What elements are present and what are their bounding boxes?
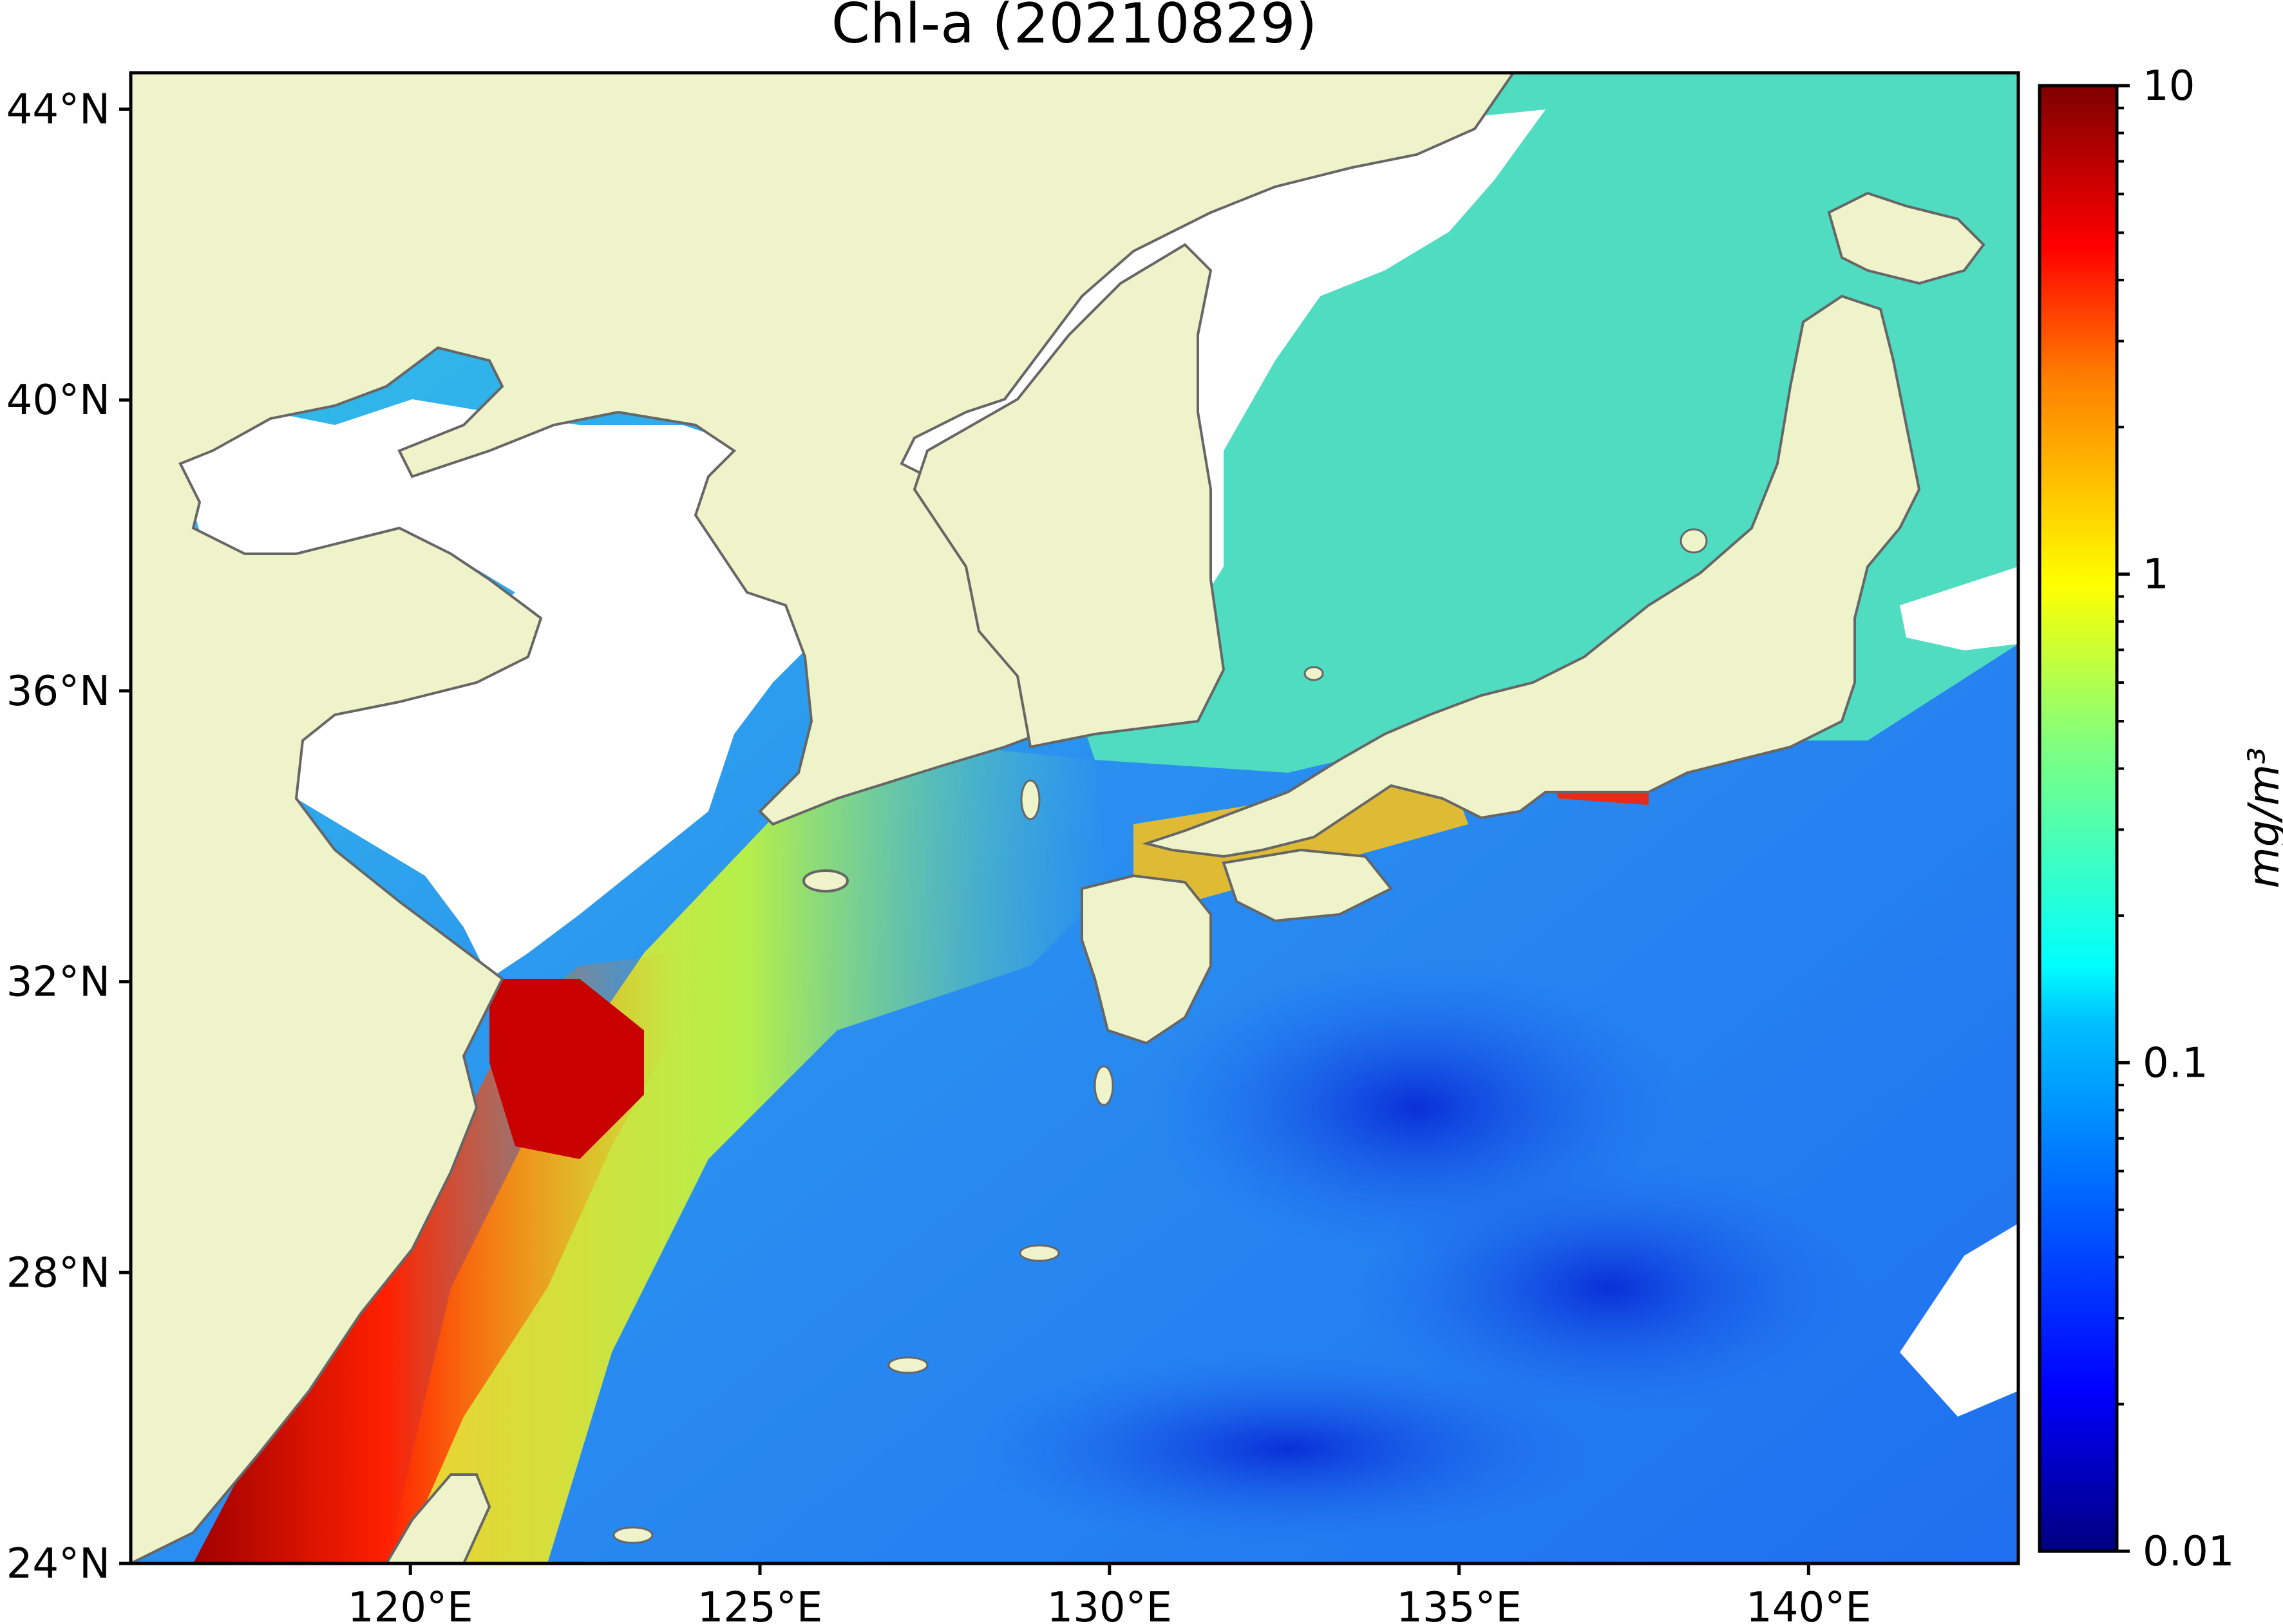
low-chl-region	[966, 1352, 1610, 1545]
island	[887, 1356, 929, 1374]
land-mainland	[131, 73, 1515, 1563]
colorbar-tick-label: 10	[2143, 62, 2195, 110]
east-china-sea-chl	[386, 747, 1108, 1563]
y-tick-label: 40°N	[6, 377, 110, 424]
land-japan-shikoku	[1222, 848, 1394, 923]
land-japan-kyushu	[1081, 874, 1212, 1045]
x-tick-label: 135°E	[1396, 1584, 1522, 1624]
x-axis-ticks: 120°E 125°E 130°E 135°E 140°E	[348, 1563, 1871, 1624]
island	[1020, 779, 1041, 820]
chart-title: Chl-a (20210829)	[831, 0, 1317, 56]
colorbar-label-text: mg/m³	[2239, 747, 2283, 888]
y-tick-label: 32°N	[6, 959, 110, 1006]
y-tick-label: 24°N	[6, 1540, 110, 1588]
x-tick-label: 125°E	[697, 1584, 823, 1624]
colorbar-gradient	[2038, 84, 2119, 1553]
land-taiwan	[384, 1473, 491, 1563]
map-frame	[129, 71, 2020, 1565]
no-data-clouds	[1900, 1223, 2018, 1417]
colorbar-tick-label: 0.1	[2143, 1039, 2208, 1087]
y-tick-label: 44°N	[6, 86, 110, 133]
x-tick-label: 140°E	[1746, 1584, 1871, 1624]
yangtze-plume	[489, 979, 644, 1159]
island	[612, 1526, 654, 1544]
colorbar: 10 1 0.1 0.01 mg/m³	[2038, 62, 2283, 1576]
y-tick-label: 28°N	[6, 1249, 110, 1297]
land-korea	[913, 243, 1226, 749]
colorbar-label: mg/m³	[2239, 747, 2283, 888]
land-japan-hokkaido	[1827, 191, 1985, 285]
island-sado	[1680, 528, 1708, 554]
y-axis-ticks: 44°N 40°N 36°N 32°N 28°N 24°N	[6, 86, 131, 1588]
island-oki	[1303, 666, 1324, 681]
x-tick-label: 120°E	[348, 1584, 473, 1624]
colorbar-tick-label: 0.01	[2143, 1528, 2235, 1576]
colorbar-tick-label: 1	[2143, 551, 2169, 599]
colorbar-ticks: 10 1 0.1 0.01	[2117, 62, 2235, 1576]
island	[1094, 1065, 1114, 1106]
no-data-clouds	[1900, 567, 2018, 650]
x-tick-label: 130°E	[1047, 1584, 1172, 1624]
low-chl-region	[1352, 1159, 1868, 1417]
land-japan-honshu	[1141, 294, 1921, 858]
island-jeju	[802, 869, 849, 892]
y-tick-label: 36°N	[6, 668, 110, 715]
island	[1019, 1244, 1060, 1262]
map-area	[131, 73, 2018, 1563]
